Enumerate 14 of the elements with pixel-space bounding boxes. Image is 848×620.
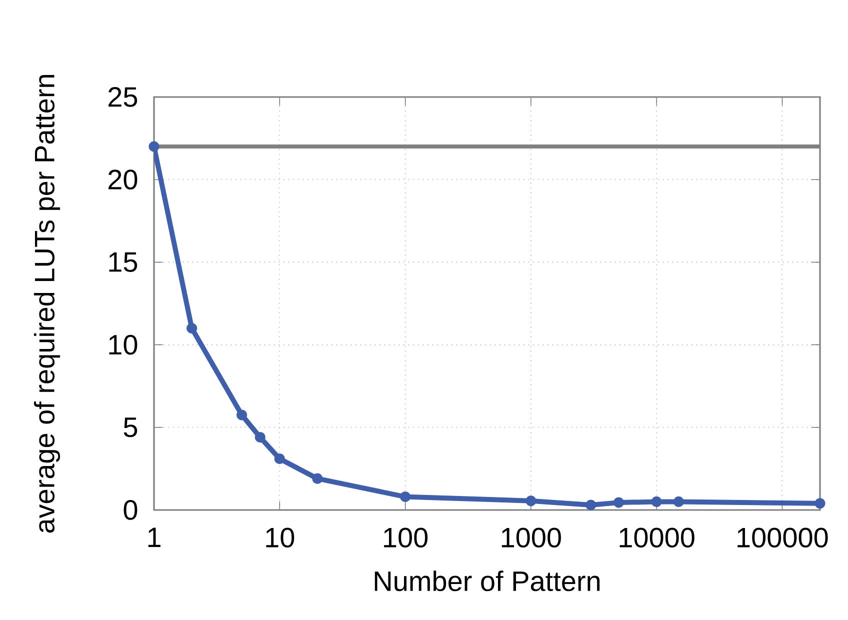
y-tick-label: 25 — [108, 87, 138, 107]
y-axis-title: average of required LUTs per Pattern — [34, 75, 60, 533]
x-axis-title: Number of Pattern — [374, 570, 600, 592]
y-tick-label: 10 — [109, 334, 138, 355]
x-tick-label: 10000 — [620, 528, 694, 548]
x-tick-label: 100 — [384, 528, 428, 548]
y-tick-label: 20 — [108, 170, 138, 190]
y-tick-label: 15 — [109, 252, 138, 272]
y-tick-label: 0 — [124, 500, 138, 520]
x-tick-label: 10 — [266, 528, 294, 548]
y-tick-label: 5 — [124, 418, 138, 438]
x-tick-label: 1 — [148, 528, 160, 547]
x-tick-label: 100000 — [738, 528, 828, 548]
x-tick-label: 1000 — [502, 528, 561, 548]
